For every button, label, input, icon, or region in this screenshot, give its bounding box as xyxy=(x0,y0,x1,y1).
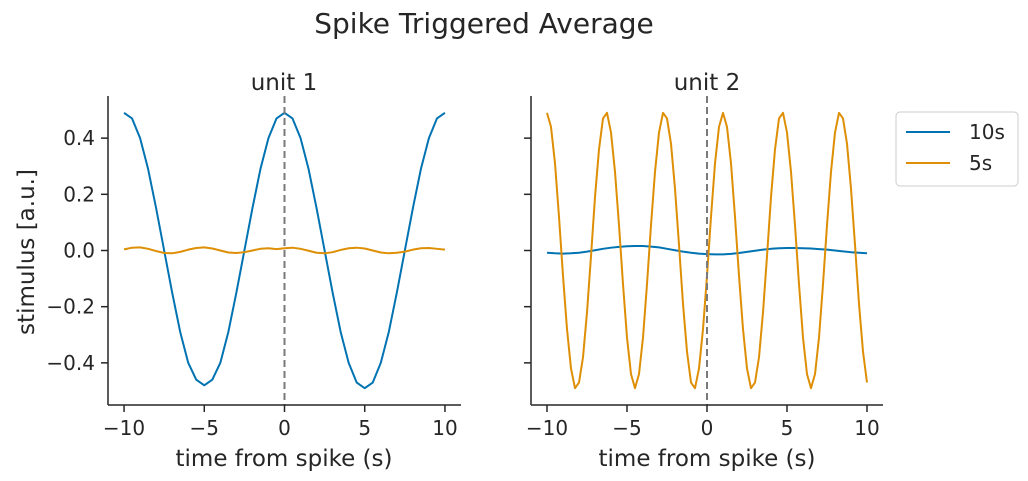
legend: 10s 5s xyxy=(896,112,1018,186)
y-tick-label: −0.4 xyxy=(46,351,95,375)
y-axis-label: stimulus [a.u.] xyxy=(14,169,40,335)
y-tick-label: 0.4 xyxy=(63,126,95,150)
x-tick-label: 10 xyxy=(432,416,457,440)
panel-unit-2: unit 2 −10 −5 0 5 10 time from spike (s) xyxy=(524,70,883,472)
y-tick-label: 0.0 xyxy=(63,239,95,263)
suptitle: Spike Triggered Average xyxy=(314,7,654,40)
x-tick-label: −5 xyxy=(190,416,219,440)
x-tick-label: 5 xyxy=(358,416,371,440)
figure: Spike Triggered Average stimulus [a.u.] … xyxy=(0,0,1028,481)
x-tick-label: 0 xyxy=(701,416,714,440)
x-tick-label: −10 xyxy=(526,416,568,440)
legend-label-5s: 5s xyxy=(969,151,992,175)
y-tick-label: 0.2 xyxy=(63,182,95,206)
y-tick-label: −0.2 xyxy=(46,295,95,319)
x-tick-label: 10 xyxy=(854,416,879,440)
x-axis-label-unit-1: time from spike (s) xyxy=(176,446,393,472)
x-tick-label: −10 xyxy=(103,416,145,440)
panel-unit-1: unit 1 −10 −5 0 5 10 −0.4 −0.2 0.0 0.2 0.4 time f… xyxy=(46,70,461,472)
x-tick-label: 5 xyxy=(781,416,794,440)
panel-title-unit-2: unit 2 xyxy=(674,70,741,96)
x-tick-label: −5 xyxy=(612,416,641,440)
x-axis-label-unit-2: time from spike (s) xyxy=(599,446,816,472)
panel-title-unit-1: unit 1 xyxy=(251,70,318,96)
legend-label-10s: 10s xyxy=(969,120,1005,144)
x-tick-label: 0 xyxy=(278,416,291,440)
